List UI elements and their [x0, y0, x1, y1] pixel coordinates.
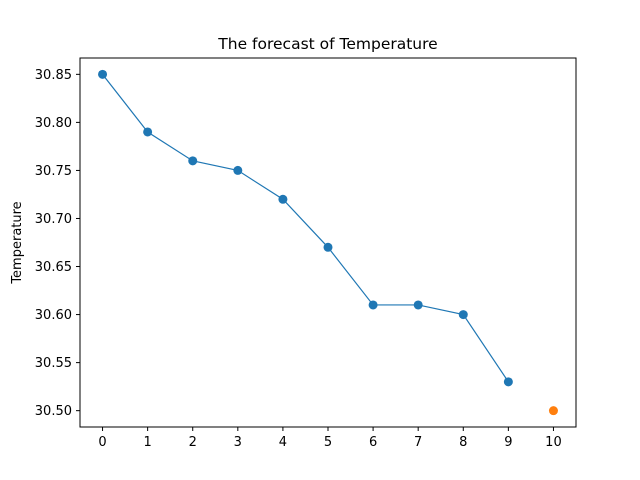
data-point	[323, 242, 333, 252]
y-tick-label: 30.80	[35, 116, 72, 131]
y-axis: 30.50 30.55 30.60 30.65 30.70 30.75 30.80 30.85	[35, 68, 80, 419]
data-point	[143, 127, 153, 137]
data-point	[188, 156, 198, 166]
x-tick-label: 6	[369, 435, 377, 450]
y-axis-label: Temperature	[10, 201, 25, 284]
x-tick-label: 8	[459, 435, 467, 450]
x-tick-label: 4	[279, 435, 287, 450]
chart-title: The forecast of Temperature	[217, 35, 437, 53]
x-tick-label: 9	[504, 435, 512, 450]
x-tick-label: 10	[545, 435, 562, 450]
y-tick-label: 30.60	[35, 308, 72, 323]
x-tick-label: 2	[189, 435, 197, 450]
data-point	[458, 310, 468, 320]
data-point	[278, 194, 288, 204]
y-tick-label: 30.85	[35, 68, 72, 83]
x-tick-label: 1	[143, 435, 151, 450]
forecast-point	[548, 406, 558, 416]
x-tick-label: 0	[98, 435, 106, 450]
plot-frame	[79, 57, 577, 428]
data-point	[98, 69, 108, 79]
data-point	[413, 300, 423, 310]
y-tick-label: 30.65	[35, 260, 72, 275]
data-point	[503, 377, 513, 387]
x-axis: 0 1 2 3 4 5 6 7 8 9 10	[98, 427, 562, 450]
data-point	[233, 165, 243, 175]
y-tick-label: 30.75	[35, 164, 72, 179]
x-tick-label: 3	[234, 435, 242, 450]
y-tick-label: 30.50	[35, 404, 72, 419]
y-tick-label: 30.70	[35, 212, 72, 227]
plot-area	[98, 69, 558, 416]
y-tick-label: 30.55	[35, 356, 72, 371]
x-tick-label: 5	[324, 435, 332, 450]
x-tick-label: 7	[414, 435, 422, 450]
series-line	[102, 73, 509, 383]
data-point	[368, 300, 378, 310]
